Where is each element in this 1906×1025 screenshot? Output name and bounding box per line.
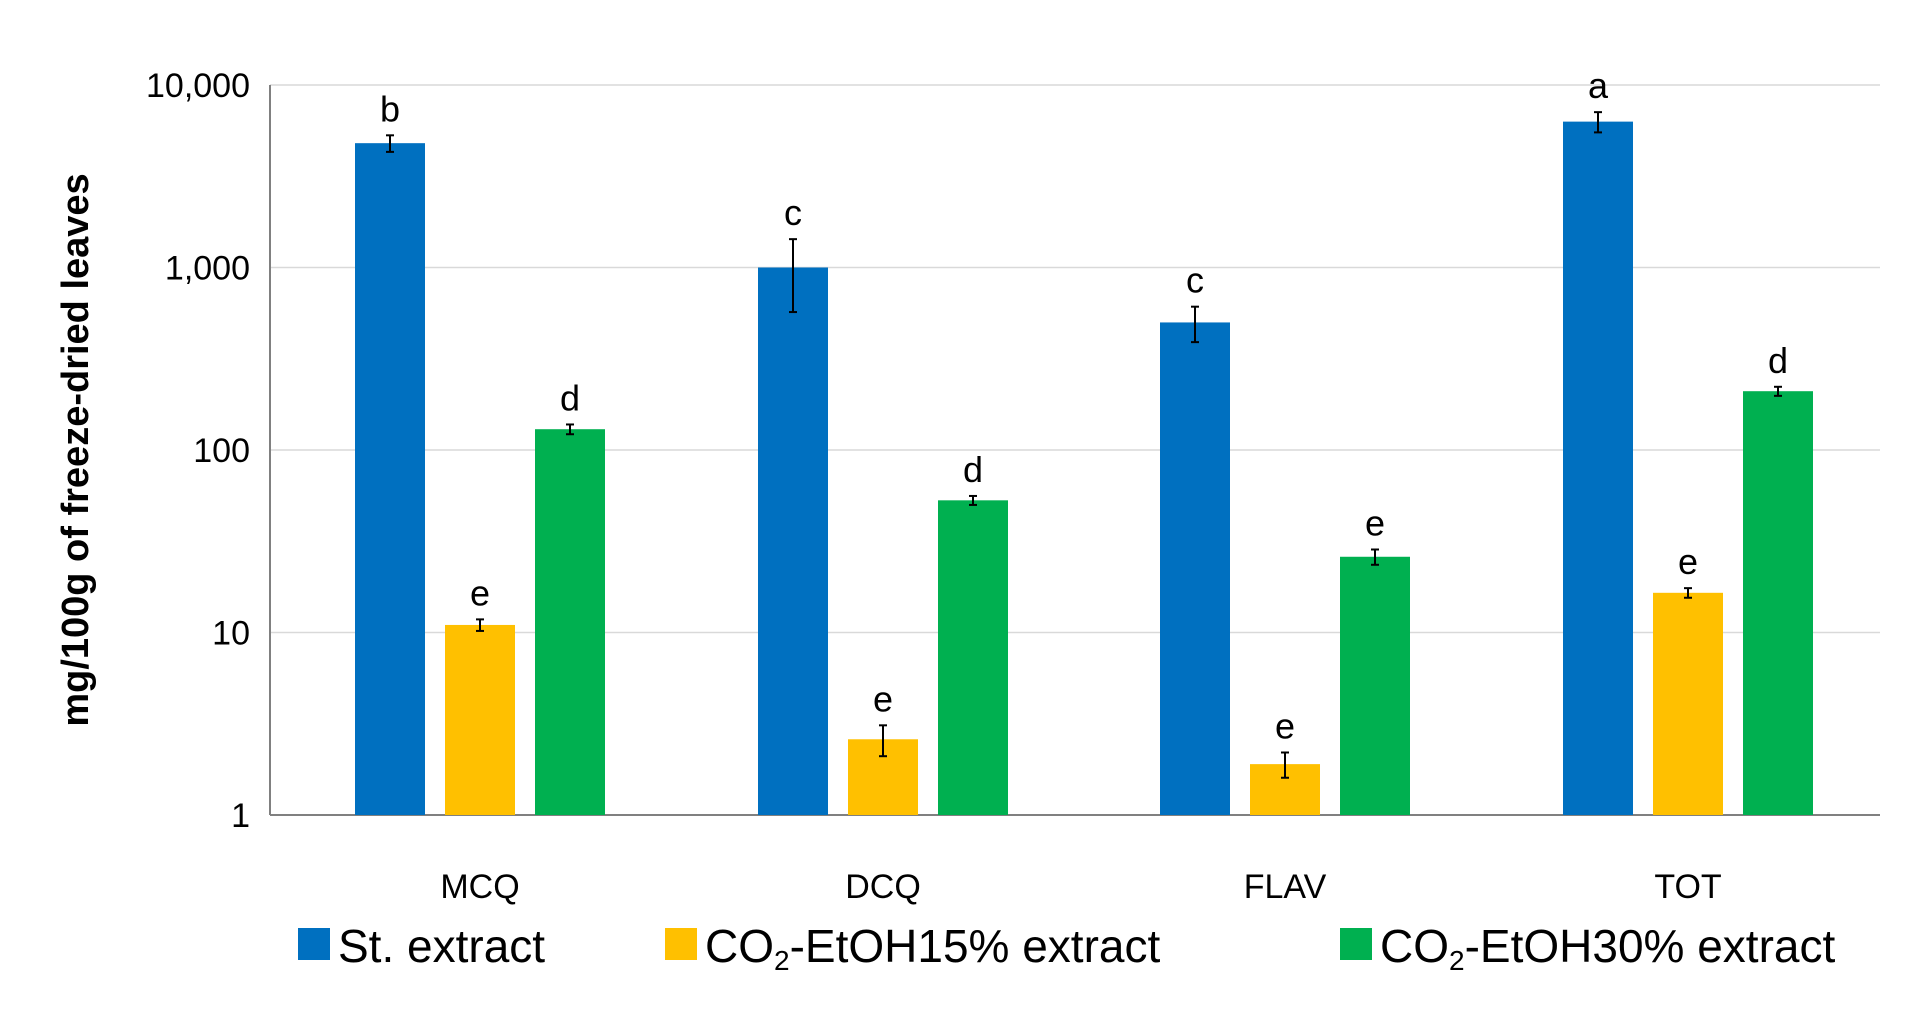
legend-swatch	[298, 928, 330, 960]
legend-text: CO	[1380, 920, 1449, 972]
legend-subscript: 2	[1449, 945, 1465, 976]
legend: St. extract CO2-EtOH15% extract CO2-EtOH30…	[298, 920, 1835, 976]
y-tick-label: 1	[231, 797, 250, 835]
error-bar	[1774, 385, 1782, 397]
error-bar	[1594, 111, 1602, 134]
bar	[535, 429, 605, 815]
x-tick-label: FLAV	[1244, 868, 1327, 906]
legend-item: St. extract	[298, 920, 545, 972]
x-tick-label: TOT	[1654, 868, 1721, 906]
labels: b c c a e e e e d d e d	[380, 65, 1788, 746]
bar	[355, 143, 425, 816]
bar	[1653, 592, 1723, 815]
error-bar	[1684, 587, 1692, 599]
bar	[445, 624, 515, 815]
significance-label: d	[1768, 340, 1788, 381]
x-tick-label: MCQ	[440, 868, 519, 906]
legend-label: CO2-EtOH15% extract	[705, 920, 1160, 976]
bar	[1563, 121, 1633, 815]
significance-label: e	[1275, 706, 1295, 747]
significance-label: c	[1186, 260, 1204, 301]
error-bar	[1371, 548, 1379, 566]
error-bar	[566, 423, 574, 436]
error-bar	[969, 494, 977, 506]
bar	[1743, 391, 1813, 815]
bar	[938, 500, 1008, 815]
bar	[758, 267, 828, 815]
significance-label: c	[784, 192, 802, 233]
y-tick-label: 1,000	[165, 250, 250, 288]
legend-item: CO2-EtOH15% extract	[665, 920, 1160, 976]
legend-text: -EtOH15% extract	[790, 920, 1161, 972]
legend-text: CO	[705, 920, 774, 972]
x-tick-label: DCQ	[845, 868, 921, 906]
significance-label: e	[1678, 541, 1698, 582]
significance-label: e	[873, 678, 893, 719]
y-tick-label: 100	[193, 432, 250, 470]
bars	[355, 111, 1813, 816]
error-bar	[1281, 751, 1289, 779]
legend-swatch	[665, 928, 697, 960]
legend-item: CO2-EtOH30% extract	[1340, 920, 1835, 976]
error-bar	[1191, 305, 1199, 344]
bar	[1160, 322, 1230, 815]
legend-text: St. extract	[338, 920, 545, 972]
significance-label: a	[1588, 65, 1609, 106]
significance-label: d	[560, 377, 580, 418]
y-tick-label: 10	[212, 615, 250, 653]
bar	[1340, 556, 1410, 815]
legend-subscript: 2	[774, 945, 790, 976]
legend-text: -EtOH30% extract	[1465, 920, 1836, 972]
axes: 1 10 100 1,000 10,000 MCQ DCQ FLAV TOT	[146, 67, 1880, 906]
y-tick-label: 10,000	[146, 67, 250, 105]
significance-label: d	[963, 449, 983, 490]
significance-label: b	[380, 88, 400, 129]
significance-label: e	[470, 572, 490, 613]
y-axis-title: mg/100g of freeze-dried leaves	[55, 173, 97, 726]
legend-swatch	[1340, 928, 1372, 960]
error-bar	[386, 134, 394, 153]
error-bar	[879, 724, 887, 758]
error-bar	[789, 238, 797, 314]
legend-label: CO2-EtOH30% extract	[1380, 920, 1835, 976]
grid-lines	[270, 84, 1880, 634]
error-bar	[476, 618, 484, 632]
legend-label: St. extract	[338, 920, 545, 972]
significance-label: e	[1365, 502, 1385, 543]
